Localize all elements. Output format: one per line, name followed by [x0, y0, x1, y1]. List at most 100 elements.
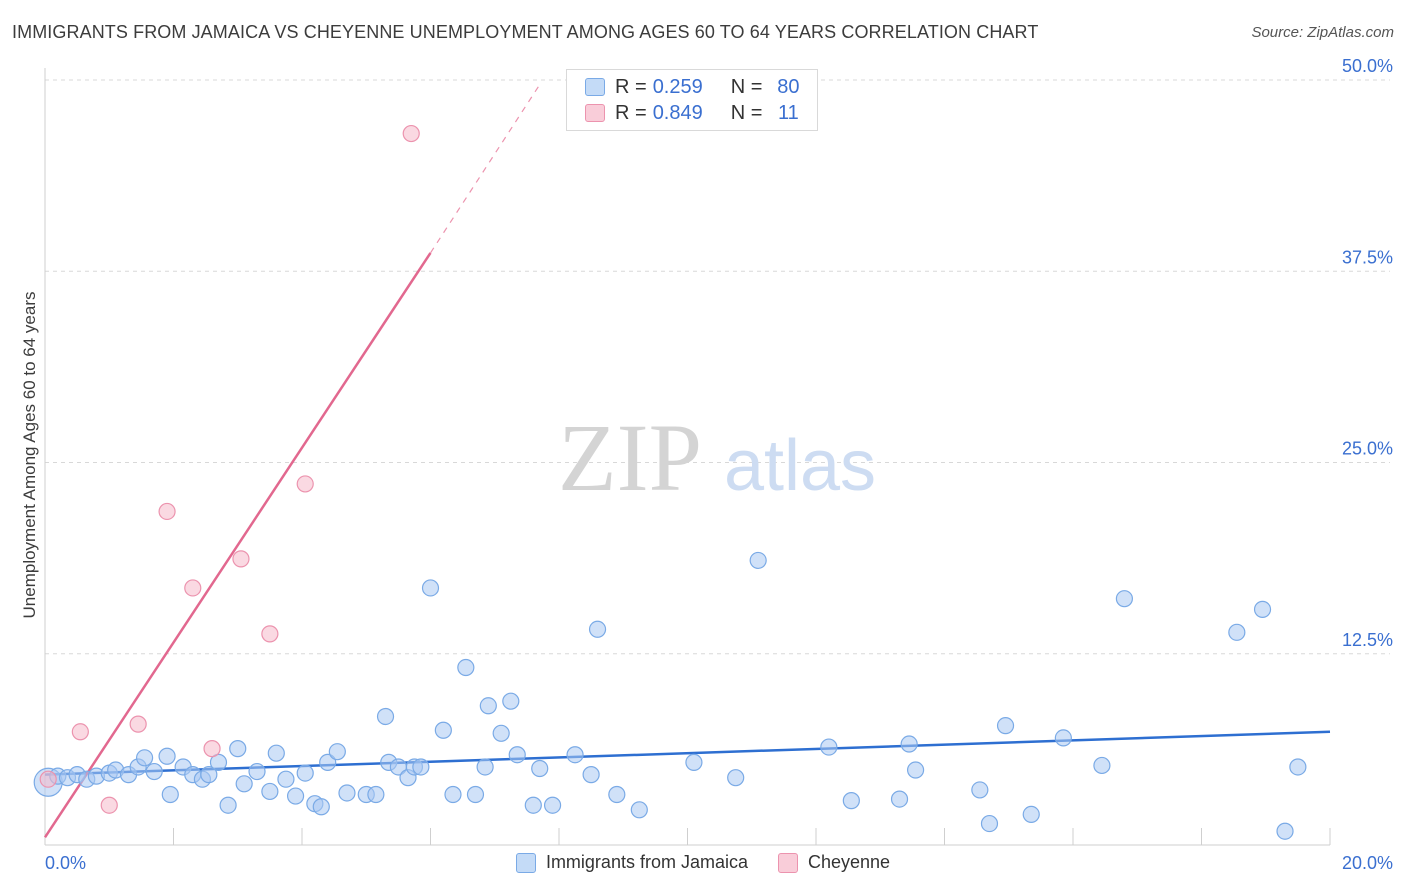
chart-title: IMMIGRANTS FROM JAMAICA VS CHEYENNE UNEM… — [12, 22, 1039, 42]
jamaica-point — [412, 758, 430, 776]
source-credit: Source: ZipAtlas.com — [1251, 24, 1394, 41]
jamaica-point — [1115, 590, 1134, 608]
watermark: ZIP atlas — [558, 404, 876, 511]
correlation-legend: R = 0.259 N = 80 R = 0.849 N = 11 — [566, 69, 818, 131]
jamaica-point — [588, 620, 607, 638]
jamaica-point — [842, 792, 860, 810]
legend-row-jamaica: R = 0.259 N = 80 — [585, 75, 808, 99]
y-axis-label: Unemployment Among Ages 60 to 64 years — [20, 291, 39, 619]
jamaica-point — [466, 785, 485, 804]
jamaica-point — [219, 796, 237, 814]
cheyenne-trend-extension — [429, 84, 541, 254]
legend-swatch-jamaica — [585, 78, 605, 96]
series-legend: Immigrants from Jamaica Cheyenne — [0, 852, 1406, 873]
jamaica-point — [434, 721, 452, 739]
cheyenne-point — [261, 625, 279, 643]
jamaica-point — [543, 796, 562, 814]
watermark-atlas: atlas — [724, 426, 876, 506]
jamaica-point — [328, 743, 346, 761]
jamaica-point — [476, 758, 494, 776]
cheyenne-point — [100, 796, 118, 814]
jamaica-point — [158, 747, 176, 765]
jamaica-point — [286, 787, 305, 805]
jamaica-point — [267, 744, 285, 762]
axis-layer — [44, 68, 1331, 846]
legend-swatch-cheyenne — [585, 104, 605, 122]
jamaica-point — [502, 692, 520, 710]
jamaica-point — [312, 798, 330, 816]
cheyenne-point — [129, 715, 147, 733]
jamaica-point — [1276, 822, 1294, 840]
jamaica-point — [685, 753, 703, 771]
jamaica-point — [900, 735, 918, 753]
jamaica-point — [319, 753, 337, 771]
n-value: 11 — [777, 101, 799, 124]
tick-labels: 12.5% 25.0% 37.5% 50.0% 0.0% 20.0% — [45, 56, 1393, 873]
n-label: N = — [730, 75, 763, 98]
jamaica-point — [980, 814, 999, 833]
jamaica-point — [630, 801, 648, 819]
jamaica-point — [996, 717, 1015, 735]
jamaica-point — [209, 753, 228, 771]
cheyenne-point — [402, 124, 420, 143]
jamaica-point — [1228, 623, 1246, 641]
r-label: R = — [615, 75, 647, 98]
jamaica-point — [820, 738, 838, 756]
legend-item-jamaica[interactable]: Immigrants from Jamaica — [515, 852, 748, 873]
jamaica-point — [1253, 600, 1272, 618]
legend-swatch-cheyenne — [777, 852, 798, 873]
legend-label-jamaica: Immigrants from Jamaica — [545, 852, 748, 872]
jamaica-point — [296, 764, 314, 782]
legend-row-cheyenne: R = 0.849 N = 11 — [585, 101, 808, 125]
legend-swatch-jamaica — [515, 852, 536, 873]
y-tick-label: 50.0% — [1342, 56, 1393, 76]
x-tick-label: 20.0% — [1342, 853, 1393, 873]
jamaica-point — [1022, 805, 1040, 824]
cheyenne-point — [71, 723, 89, 741]
x-tick-label: 0.0% — [45, 853, 86, 873]
jamaica-point — [457, 658, 475, 677]
y-tick-label: 37.5% — [1342, 247, 1393, 267]
jamaica-point — [971, 781, 989, 799]
jamaica-point — [248, 762, 266, 781]
jamaica-point — [200, 766, 218, 784]
jamaica-point — [338, 784, 356, 802]
jamaica-point — [524, 796, 542, 814]
cheyenne-trend-line — [43, 252, 432, 839]
jamaica-point — [135, 749, 154, 767]
jamaica-point — [508, 746, 526, 764]
cheyenne-point — [296, 475, 314, 493]
jamaica-point — [608, 785, 626, 804]
data-points — [33, 124, 1307, 840]
jamaica-point — [492, 724, 510, 742]
r-value: 0.259 — [652, 75, 703, 98]
grid-layer — [45, 79, 1390, 655]
jamaica-point — [1054, 729, 1072, 747]
cheyenne-point — [39, 770, 57, 788]
n-value: 80 — [777, 75, 800, 98]
jamaica-point — [727, 769, 745, 787]
cheyenne-point — [232, 550, 250, 568]
jamaica-point — [582, 766, 600, 784]
legend-label-cheyenne: Cheyenne — [807, 852, 891, 872]
r-label: R = — [615, 101, 647, 124]
n-label: N = — [730, 101, 763, 124]
jamaica-point — [531, 759, 549, 778]
jamaica-point — [421, 579, 440, 597]
jamaica-point — [906, 761, 925, 779]
cheyenne-point — [158, 502, 176, 521]
jamaica-point — [261, 782, 279, 801]
jamaica-point — [566, 746, 584, 764]
watermark-zip: ZIP — [558, 404, 702, 511]
jamaica-point — [1289, 758, 1307, 776]
legend-item-cheyenne[interactable]: Cheyenne — [777, 852, 891, 873]
jamaica-point — [161, 785, 179, 804]
jamaica-point — [229, 740, 247, 758]
jamaica-point — [890, 790, 909, 808]
jamaica-point — [277, 770, 295, 788]
y-tick-label: 12.5% — [1342, 630, 1393, 650]
jamaica-point — [235, 775, 253, 793]
jamaica-point — [376, 707, 395, 726]
cheyenne-point — [184, 579, 202, 597]
